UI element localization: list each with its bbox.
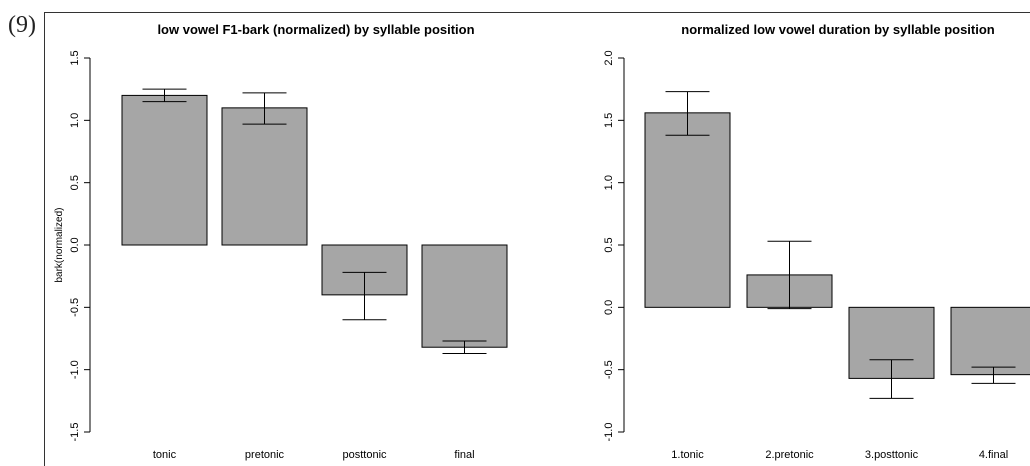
frame-top-border bbox=[44, 12, 1030, 13]
y-tick-label: 0.5 bbox=[69, 175, 81, 190]
category-label: final bbox=[454, 449, 474, 461]
y-tick-label: 0.5 bbox=[603, 237, 615, 252]
bar bbox=[221, 107, 308, 246]
category-label: pretonic bbox=[245, 449, 285, 461]
category-label: tonic bbox=[153, 449, 177, 461]
category-label: posttonic bbox=[342, 449, 387, 461]
y-tick-label: -1.0 bbox=[69, 360, 81, 379]
y-tick-label: 2.0 bbox=[603, 50, 615, 65]
bar bbox=[121, 94, 208, 246]
chart-title: normalized low vowel duration by syllabl… bbox=[681, 22, 995, 37]
y-tick-label: 0.0 bbox=[603, 300, 615, 315]
category-label: 4.final bbox=[979, 449, 1008, 461]
y-tick-label: -1.0 bbox=[603, 423, 615, 442]
chart-duration: normalized low vowel duration by syllabl… bbox=[603, 22, 1030, 461]
category-label: 1.tonic bbox=[671, 449, 704, 461]
y-tick-label: 1.5 bbox=[69, 50, 81, 65]
y-tick-label: 1.5 bbox=[603, 113, 615, 128]
category-label: 2.pretonic bbox=[765, 449, 814, 461]
example-number: (9) bbox=[8, 12, 36, 38]
y-tick-label: -0.5 bbox=[69, 298, 81, 317]
y-tick-label: 0.0 bbox=[69, 237, 81, 252]
category-label: 3.posttonic bbox=[865, 449, 919, 461]
bar bbox=[644, 112, 731, 308]
bar bbox=[421, 244, 508, 348]
chart-title: low vowel F1-bark (normalized) by syllab… bbox=[157, 22, 474, 37]
frame-left-border bbox=[44, 12, 45, 466]
y-tick-label: -0.5 bbox=[603, 360, 615, 379]
chart-f1-bark: low vowel F1-bark (normalized) by syllab… bbox=[54, 22, 508, 461]
y-tick-label: -1.5 bbox=[69, 423, 81, 442]
y-axis-label: bark(normalized) bbox=[54, 207, 65, 282]
y-tick-label: 1.0 bbox=[603, 175, 615, 190]
y-tick-label: 1.0 bbox=[69, 113, 81, 128]
bar bbox=[950, 306, 1030, 376]
